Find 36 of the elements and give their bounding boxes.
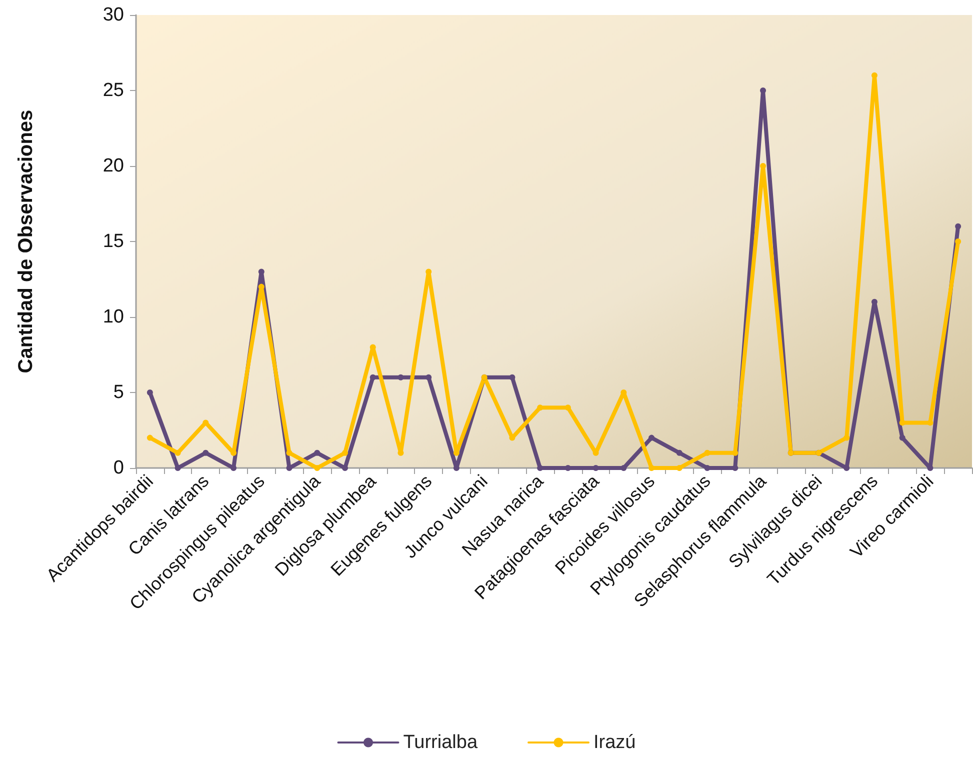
y-tick-label: 5: [113, 382, 124, 403]
point: [314, 450, 320, 456]
point: [146, 434, 153, 441]
point: [230, 465, 237, 471]
point: [927, 420, 934, 426]
y-tick-label: 20: [102, 156, 124, 176]
point: [398, 374, 404, 380]
point: [648, 434, 655, 441]
y-axis-title: Cantidad de Observaciones: [15, 110, 37, 374]
legend-label: Irazú: [594, 732, 636, 753]
point: [342, 450, 348, 456]
point: [370, 374, 376, 380]
point: [760, 163, 766, 169]
point: [202, 450, 209, 456]
y-tick-label: 15: [102, 231, 124, 252]
point: [426, 374, 432, 380]
legend-label: Turrialba: [403, 732, 478, 753]
point: [202, 420, 209, 426]
point: [760, 88, 766, 94]
point: [314, 465, 320, 471]
point: [899, 420, 906, 426]
point: [955, 238, 962, 244]
point: [899, 434, 906, 441]
point: [844, 434, 850, 441]
point: [174, 450, 181, 456]
y-tick-label: 30: [102, 4, 124, 26]
y-tick-label: 0: [113, 458, 124, 478]
point: [509, 374, 516, 380]
point: [146, 390, 153, 396]
point: [955, 223, 962, 230]
y-tick-label: 25: [102, 80, 124, 101]
point: [732, 450, 738, 456]
y-tick-label: 10: [102, 306, 124, 328]
point: [286, 450, 292, 456]
point: [676, 450, 682, 456]
point: [704, 450, 710, 456]
